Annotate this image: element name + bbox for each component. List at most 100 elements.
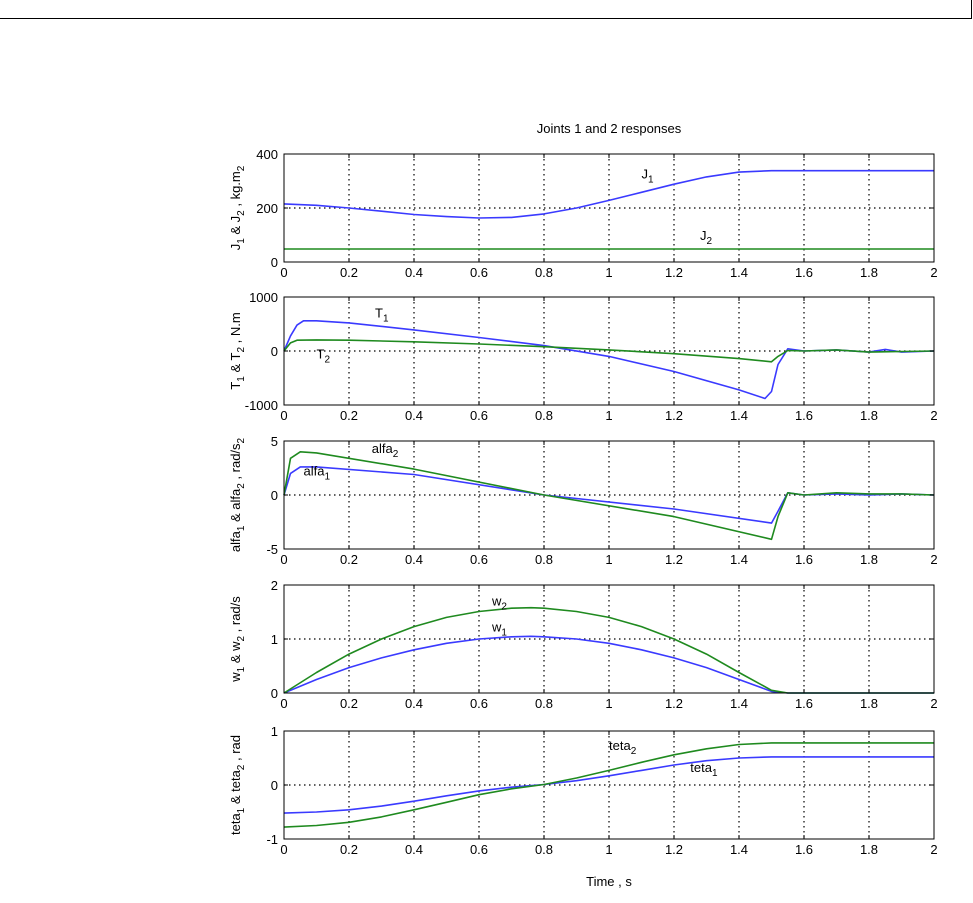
x-tick-label: 1 xyxy=(605,842,612,857)
x-tick-label: 1.8 xyxy=(860,408,878,423)
x-tick-label: 0.4 xyxy=(405,408,423,423)
y-tick-label: 1000 xyxy=(249,290,278,305)
y-tick-label: 0 xyxy=(271,344,278,359)
x-tick-label: 1 xyxy=(605,408,612,423)
x-tick-label: 1.2 xyxy=(665,552,683,567)
y-tick-label: 0 xyxy=(271,488,278,503)
x-axis-label: Time , s xyxy=(586,874,632,889)
x-tick-label: 0.4 xyxy=(405,265,423,280)
x-tick-label: 1.2 xyxy=(665,842,683,857)
series-annotation-w1: w1 xyxy=(491,619,507,638)
x-tick-label: 0.6 xyxy=(470,696,488,711)
x-tick-label: 1.6 xyxy=(795,842,813,857)
y-axis-label: J1 & J2 , kg.m2 xyxy=(228,165,247,250)
x-tick-label: 1.8 xyxy=(860,842,878,857)
series-line-T2 xyxy=(283,339,935,363)
x-tick-label: 0 xyxy=(280,842,287,857)
x-tick-label: 0 xyxy=(280,552,287,567)
x-tick-label: 0.6 xyxy=(470,842,488,857)
x-tick-label: 1.8 xyxy=(860,696,878,711)
x-tick-label: 1.6 xyxy=(795,552,813,567)
x-tick-label: 1.2 xyxy=(665,265,683,280)
x-tick-label: 1 xyxy=(605,265,612,280)
x-tick-label: 1.8 xyxy=(860,552,878,567)
y-tick-label: 200 xyxy=(256,201,278,216)
x-tick-label: 0.4 xyxy=(405,696,423,711)
x-tick-label: 1.6 xyxy=(795,696,813,711)
y-tick-label: 2 xyxy=(271,578,278,593)
x-tick-label: 1.2 xyxy=(665,408,683,423)
x-tick-label: 1.4 xyxy=(730,408,748,423)
x-tick-label: 1 xyxy=(605,552,612,567)
series-line-w1 xyxy=(283,635,934,694)
x-tick-label: 0.8 xyxy=(535,696,553,711)
x-tick-label: 1.6 xyxy=(795,408,813,423)
x-tick-label: 0.8 xyxy=(535,408,553,423)
page-header-rule xyxy=(0,0,972,19)
y-axis-label: alfa1 & alfa2 , rad/s2 xyxy=(228,437,247,552)
x-tick-label: 1 xyxy=(605,696,612,711)
x-tick-label: 0.8 xyxy=(535,552,553,567)
x-tick-label: 0 xyxy=(280,265,287,280)
y-tick-label: -1000 xyxy=(245,398,278,413)
x-tick-label: 2 xyxy=(930,265,937,280)
x-tick-label: 1.4 xyxy=(730,552,748,567)
y-tick-label: -5 xyxy=(266,542,278,557)
panel-4: 0 0.2 0.4 0.6 0.8 1 1.2 1.4 1.6 1.8 2 0 1 2 w1 & w2 , … xyxy=(228,578,938,711)
figure-title: Joints 1 and 2 responses xyxy=(537,121,682,136)
x-tick-label: 0.2 xyxy=(340,265,358,280)
series-annotation-T2: T2 xyxy=(317,347,331,366)
series-line-w2 xyxy=(283,606,934,694)
panel-2: 0 0.2 0.4 0.6 0.8 1 1.2 1.4 1.6 1.8 2-100001000T1 … xyxy=(228,290,938,423)
y-tick-label: 400 xyxy=(256,147,278,162)
x-tick-label: 0.2 xyxy=(340,552,358,567)
x-tick-label: 1.2 xyxy=(665,696,683,711)
x-tick-label: 0.2 xyxy=(340,408,358,423)
x-tick-label: 0.6 xyxy=(470,408,488,423)
x-tick-label: 0 xyxy=(280,408,287,423)
series-annotation-teta2: teta2 xyxy=(609,738,637,757)
x-tick-label: 2 xyxy=(930,842,937,857)
series-annotation-alfa1: alfa1 xyxy=(304,464,331,483)
series-annotation-J2: J2 xyxy=(700,228,713,247)
y-tick-label: 0 xyxy=(271,686,278,701)
y-tick-label: 1 xyxy=(271,632,278,647)
series-line-teta2 xyxy=(283,742,934,828)
series-line-alfa1 xyxy=(283,466,935,524)
x-tick-label: 0.6 xyxy=(470,552,488,567)
series-annotation-w2: w2 xyxy=(491,594,507,613)
x-tick-label: 0.4 xyxy=(405,842,423,857)
x-tick-label: 0.4 xyxy=(405,552,423,567)
panel-1: 0 0.2 0.4 0.6 0.8 1 1.2 1.4 1.6 1.8 2 0 200 400 J1 & J… xyxy=(228,147,938,280)
series-line-alfa2 xyxy=(283,451,935,541)
y-tick-label: 5 xyxy=(271,434,278,449)
y-tick-label: 0 xyxy=(271,255,278,270)
y-tick-label: -1 xyxy=(266,832,278,847)
y-axis-label: teta1 & teta2 , rad xyxy=(228,735,247,835)
y-axis-label: w1 & w2 , rad/s xyxy=(228,596,247,683)
x-tick-label: 0.2 xyxy=(340,842,358,857)
series-annotation-teta1: teta1 xyxy=(690,760,718,779)
x-tick-label: 0 xyxy=(280,696,287,711)
x-tick-label: 0.6 xyxy=(470,265,488,280)
series-annotation-alfa2: alfa2 xyxy=(372,441,399,460)
x-tick-label: 0.8 xyxy=(535,265,553,280)
y-tick-label: 0 xyxy=(271,778,278,793)
x-tick-label: 1.4 xyxy=(730,696,748,711)
series-line-teta1 xyxy=(283,756,934,814)
x-tick-label: 2 xyxy=(930,408,937,423)
series-line-J1 xyxy=(283,169,934,219)
x-tick-label: 1.6 xyxy=(795,265,813,280)
x-tick-label: 0.8 xyxy=(535,842,553,857)
y-tick-label: 1 xyxy=(271,724,278,739)
x-tick-label: 2 xyxy=(930,552,937,567)
x-tick-label: 1.4 xyxy=(730,842,748,857)
x-tick-label: 0.2 xyxy=(340,696,358,711)
x-tick-label: 2 xyxy=(930,696,937,711)
x-tick-label: 1.8 xyxy=(860,265,878,280)
series-annotation-J1: J1 xyxy=(642,166,655,185)
x-tick-label: 1.4 xyxy=(730,265,748,280)
